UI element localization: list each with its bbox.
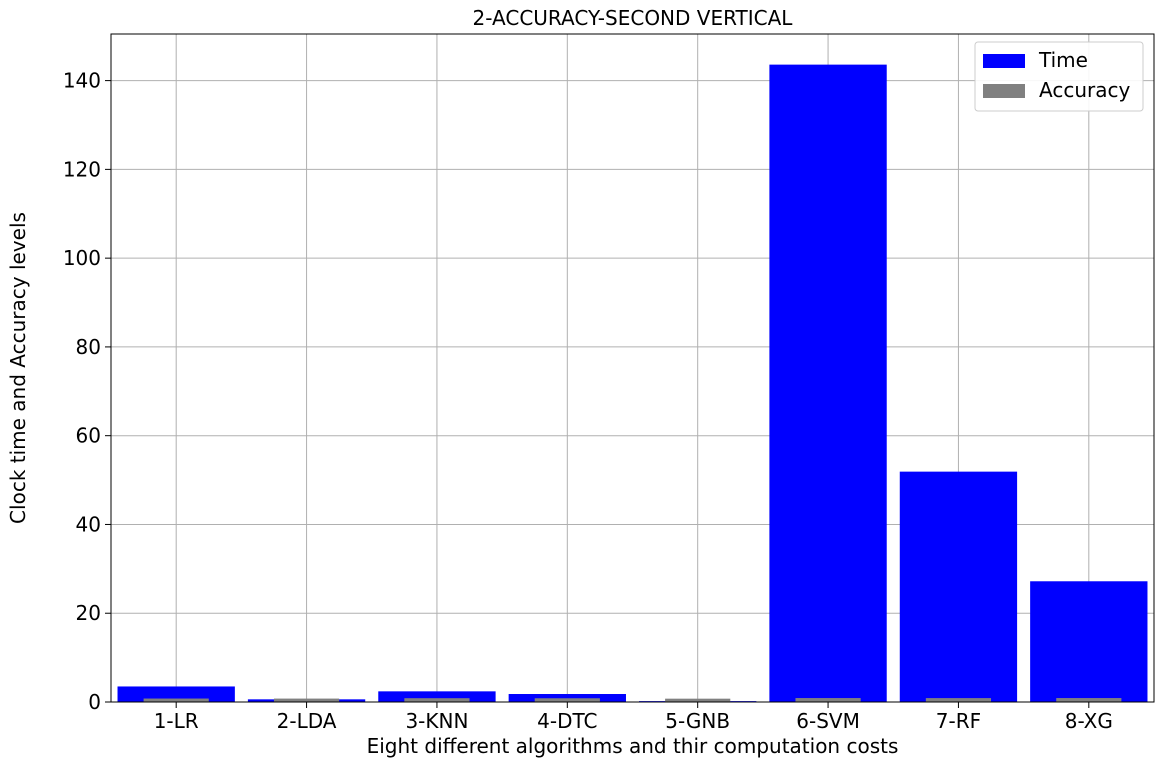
bar-time-3-knn <box>378 691 496 702</box>
x-tick-label: 5-GNB <box>665 709 730 733</box>
y-tick-label: 80 <box>76 335 101 359</box>
x-tick-label: 4-DTC <box>537 709 597 733</box>
chart-title: 2-ACCURACY-SECOND VERTICAL <box>473 6 794 30</box>
legend: Time Accuracy <box>974 41 1144 112</box>
bar-accuracy-8-xg <box>1056 698 1122 702</box>
bar-accuracy-4-dtc <box>534 698 600 702</box>
x-axis-ticks: 1-LR 2-LDA 3-KNN 4-DTC 5-GNB 6-SVM 7-RF 8-XG <box>154 702 1113 733</box>
y-tick-label: 20 <box>76 601 101 625</box>
bars <box>117 64 1148 702</box>
y-tick-label: 60 <box>76 424 101 448</box>
y-axis-label: Clock time and Accuracy levels <box>6 212 30 524</box>
bar-accuracy-5-gnb <box>665 698 731 702</box>
x-tick-label: 6-SVM <box>796 709 860 733</box>
x-axis-label: Eight different algorithms and thir comp… <box>367 734 899 758</box>
x-tick-label: 7-RF <box>936 709 981 733</box>
y-tick-label: 40 <box>76 512 101 536</box>
x-tick-label: 1-LR <box>154 709 199 733</box>
y-axis-ticks: 0 20 40 60 80 100 120 140 <box>63 69 111 714</box>
legend-swatch-accuracy <box>983 84 1025 98</box>
bar-accuracy-1-lr <box>143 698 209 702</box>
bar-accuracy-7-rf <box>925 698 992 702</box>
plot-frame <box>110 33 1155 703</box>
legend-swatch-time <box>983 54 1025 68</box>
bar-time-8-xg <box>1030 581 1148 702</box>
legend-label-accuracy: Accuracy <box>1039 78 1130 102</box>
x-tick-label: 2-LDA <box>277 709 337 733</box>
y-tick-label: 120 <box>63 157 101 181</box>
legend-label-time: Time <box>1038 48 1088 72</box>
y-tick-label: 140 <box>63 69 101 93</box>
x-tick-label: 8-XG <box>1065 709 1113 733</box>
bar-time-6-svm <box>769 64 887 702</box>
bar-time-1-lr <box>117 686 235 702</box>
bar-time-7-rf <box>899 471 1018 702</box>
bar-accuracy-6-svm <box>795 698 861 702</box>
bar-time-4-dtc <box>508 694 626 702</box>
bar-accuracy-3-knn <box>404 698 470 702</box>
y-tick-label: 100 <box>63 246 101 270</box>
y-tick-label: 0 <box>88 690 101 714</box>
bar-accuracy-2-lda <box>273 698 340 702</box>
x-tick-label: 3-KNN <box>405 709 468 733</box>
